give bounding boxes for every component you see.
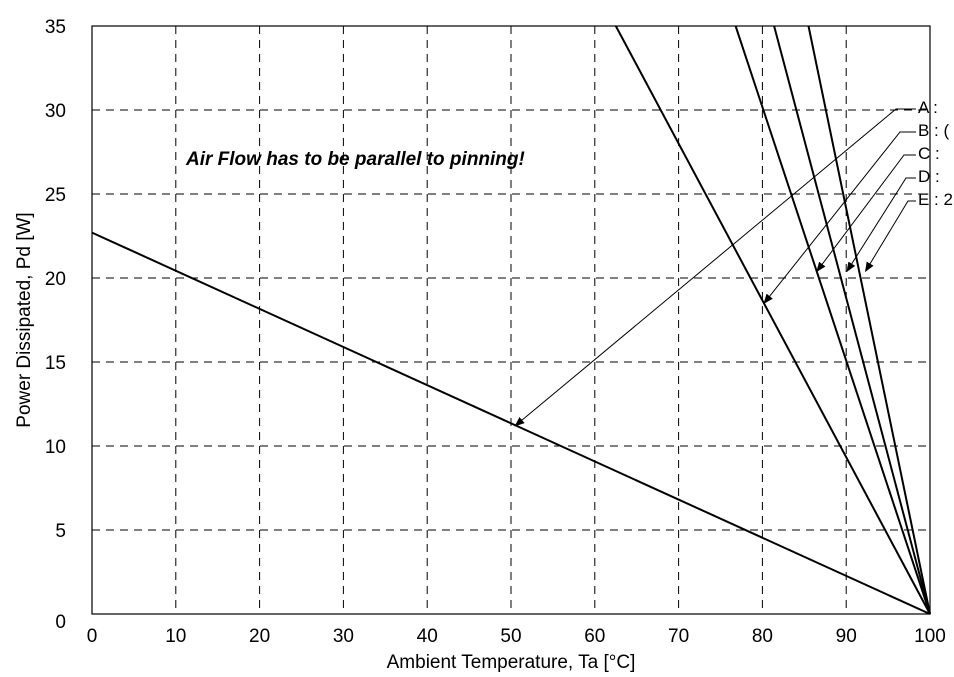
legend-label: E : 2 [918,190,953,209]
y-tick-label: 30 [45,101,66,122]
x-tick-label: 10 [165,626,186,647]
legend-label: A : [918,98,938,117]
y-tick-label: 15 [45,353,66,374]
y-tick-label: 35 [45,17,66,38]
x-axis-label: Ambient Temperature, Ta [°C] [387,652,636,673]
x-tick-label: 20 [249,626,270,647]
x-tick-label: 70 [668,626,689,647]
y-tick-label: 20 [45,269,66,290]
series-line [91,231,931,615]
x-tick-label: 80 [752,626,773,647]
y-tick-label: 10 [45,437,66,458]
legend-label: C : [918,144,940,163]
legend: A : B : ( C : D : E : 2 [918,98,953,209]
y-tick-label: 0 [55,612,66,633]
legend-pointer-arrow [514,108,916,427]
series-line [773,25,931,615]
x-tick-label: 100 [914,626,946,647]
legend-pointer-arrow [864,200,916,273]
y-axis-label: Power Dissipated, Pd [W] [14,212,35,427]
legend-pointers [514,108,916,427]
grid [92,26,930,614]
x-tick-label: 0 [87,626,98,647]
legend-pointer-arrow [846,177,916,273]
legend-pointer-arrow [816,154,916,273]
series-line [734,25,931,615]
y-tick-label: 25 [45,185,66,206]
annotation: Air Flow has to be parallel to pinning! [185,149,525,170]
x-tick-label: 30 [333,626,354,647]
series-line [807,25,931,615]
series-lines [91,25,931,615]
y-tick-label: 5 [55,521,66,542]
legend-label: D : [918,167,940,186]
legend-pointer-arrow [763,131,916,304]
x-tick-label: 60 [584,626,605,647]
x-tick-label: 40 [417,626,438,647]
tick-labels: 0 10 20 30 40 50 60 70 80 90 100 0 5 10 15 20 25 30 35 [45,17,946,647]
x-tick-label: 50 [500,626,521,647]
plot-frame [91,25,931,615]
series-line [614,25,931,615]
legend-label: B : ( [918,121,950,140]
x-tick-label: 90 [836,626,857,647]
